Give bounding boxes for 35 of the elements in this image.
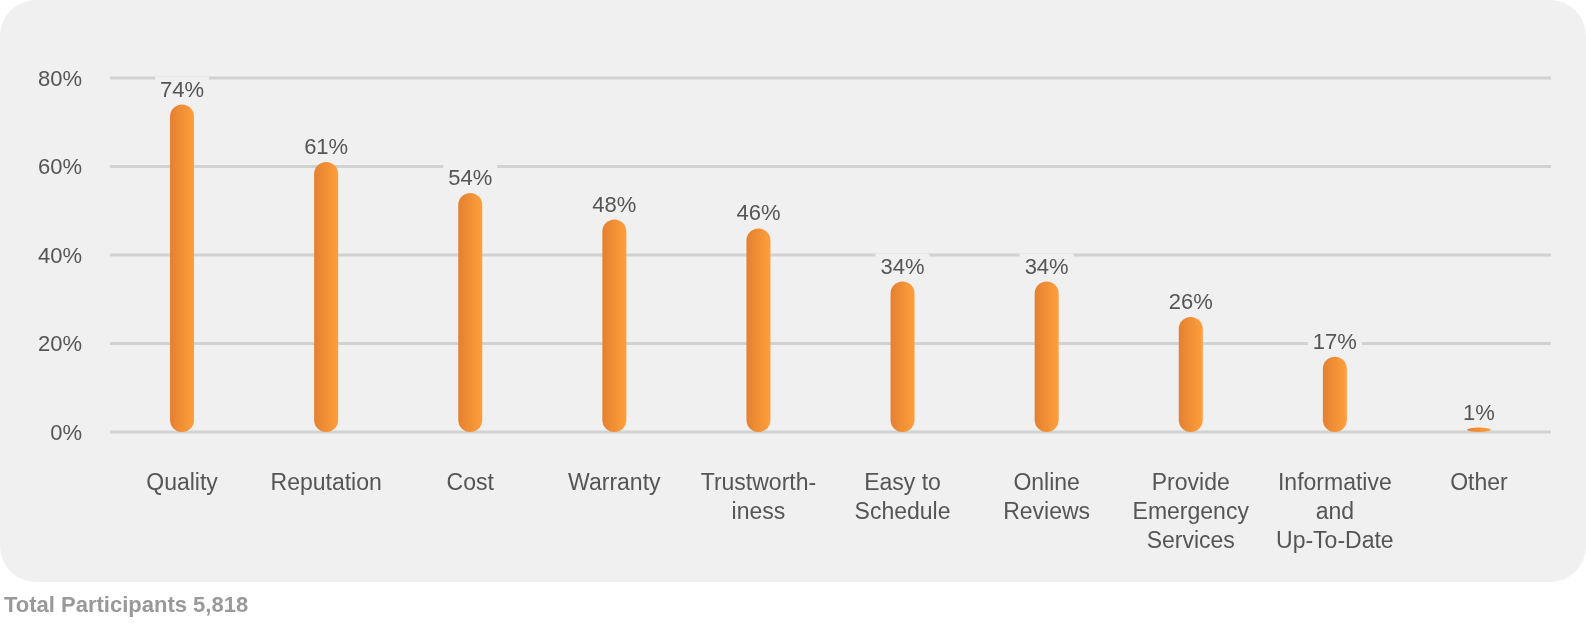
bar [1322, 356, 1347, 432]
x-tick-label: Quality [146, 469, 219, 495]
y-tick-label: 20% [37, 331, 82, 357]
y-tick-label: 80% [37, 65, 82, 91]
text: Total Participants 5,818 [4, 592, 249, 617]
x-tick-label: Informative and Up-To-Date [1276, 469, 1394, 553]
x-tick-label: Online Reviews [1003, 469, 1091, 524]
x-tick-label: Warranty [568, 469, 662, 495]
x-tick-label: Easy to Schedule [854, 469, 951, 524]
data-label: 26% [1168, 288, 1213, 314]
bar [170, 104, 195, 432]
x-tick-label: Provide Emergency Services [1132, 469, 1250, 553]
x-tick-label: Trustworth-iness [700, 469, 817, 524]
data-label: 34% [880, 253, 925, 279]
data-label: 17% [1312, 328, 1357, 354]
y-tick-label: 60% [37, 154, 82, 180]
bar [890, 281, 915, 432]
x-tick-label: Reputation [270, 469, 382, 495]
data-label: 61% [304, 134, 349, 160]
data-label: 46% [736, 200, 781, 226]
data-label: 48% [592, 191, 637, 217]
bar [1178, 316, 1203, 432]
data-label: 54% [448, 165, 493, 191]
y-tick-label: 0% [50, 419, 82, 445]
bar [314, 162, 339, 432]
y-tick-label: 40% [37, 242, 82, 268]
bar [746, 228, 771, 432]
x-tick-label: Other [1450, 469, 1509, 495]
x-tick-label: Cost [446, 469, 495, 495]
data-label: 1% [1463, 399, 1495, 425]
data-label: 74% [160, 76, 205, 102]
bar [458, 193, 483, 432]
bar [1034, 281, 1059, 432]
data-label: 34% [1024, 253, 1069, 279]
bar [602, 219, 627, 432]
